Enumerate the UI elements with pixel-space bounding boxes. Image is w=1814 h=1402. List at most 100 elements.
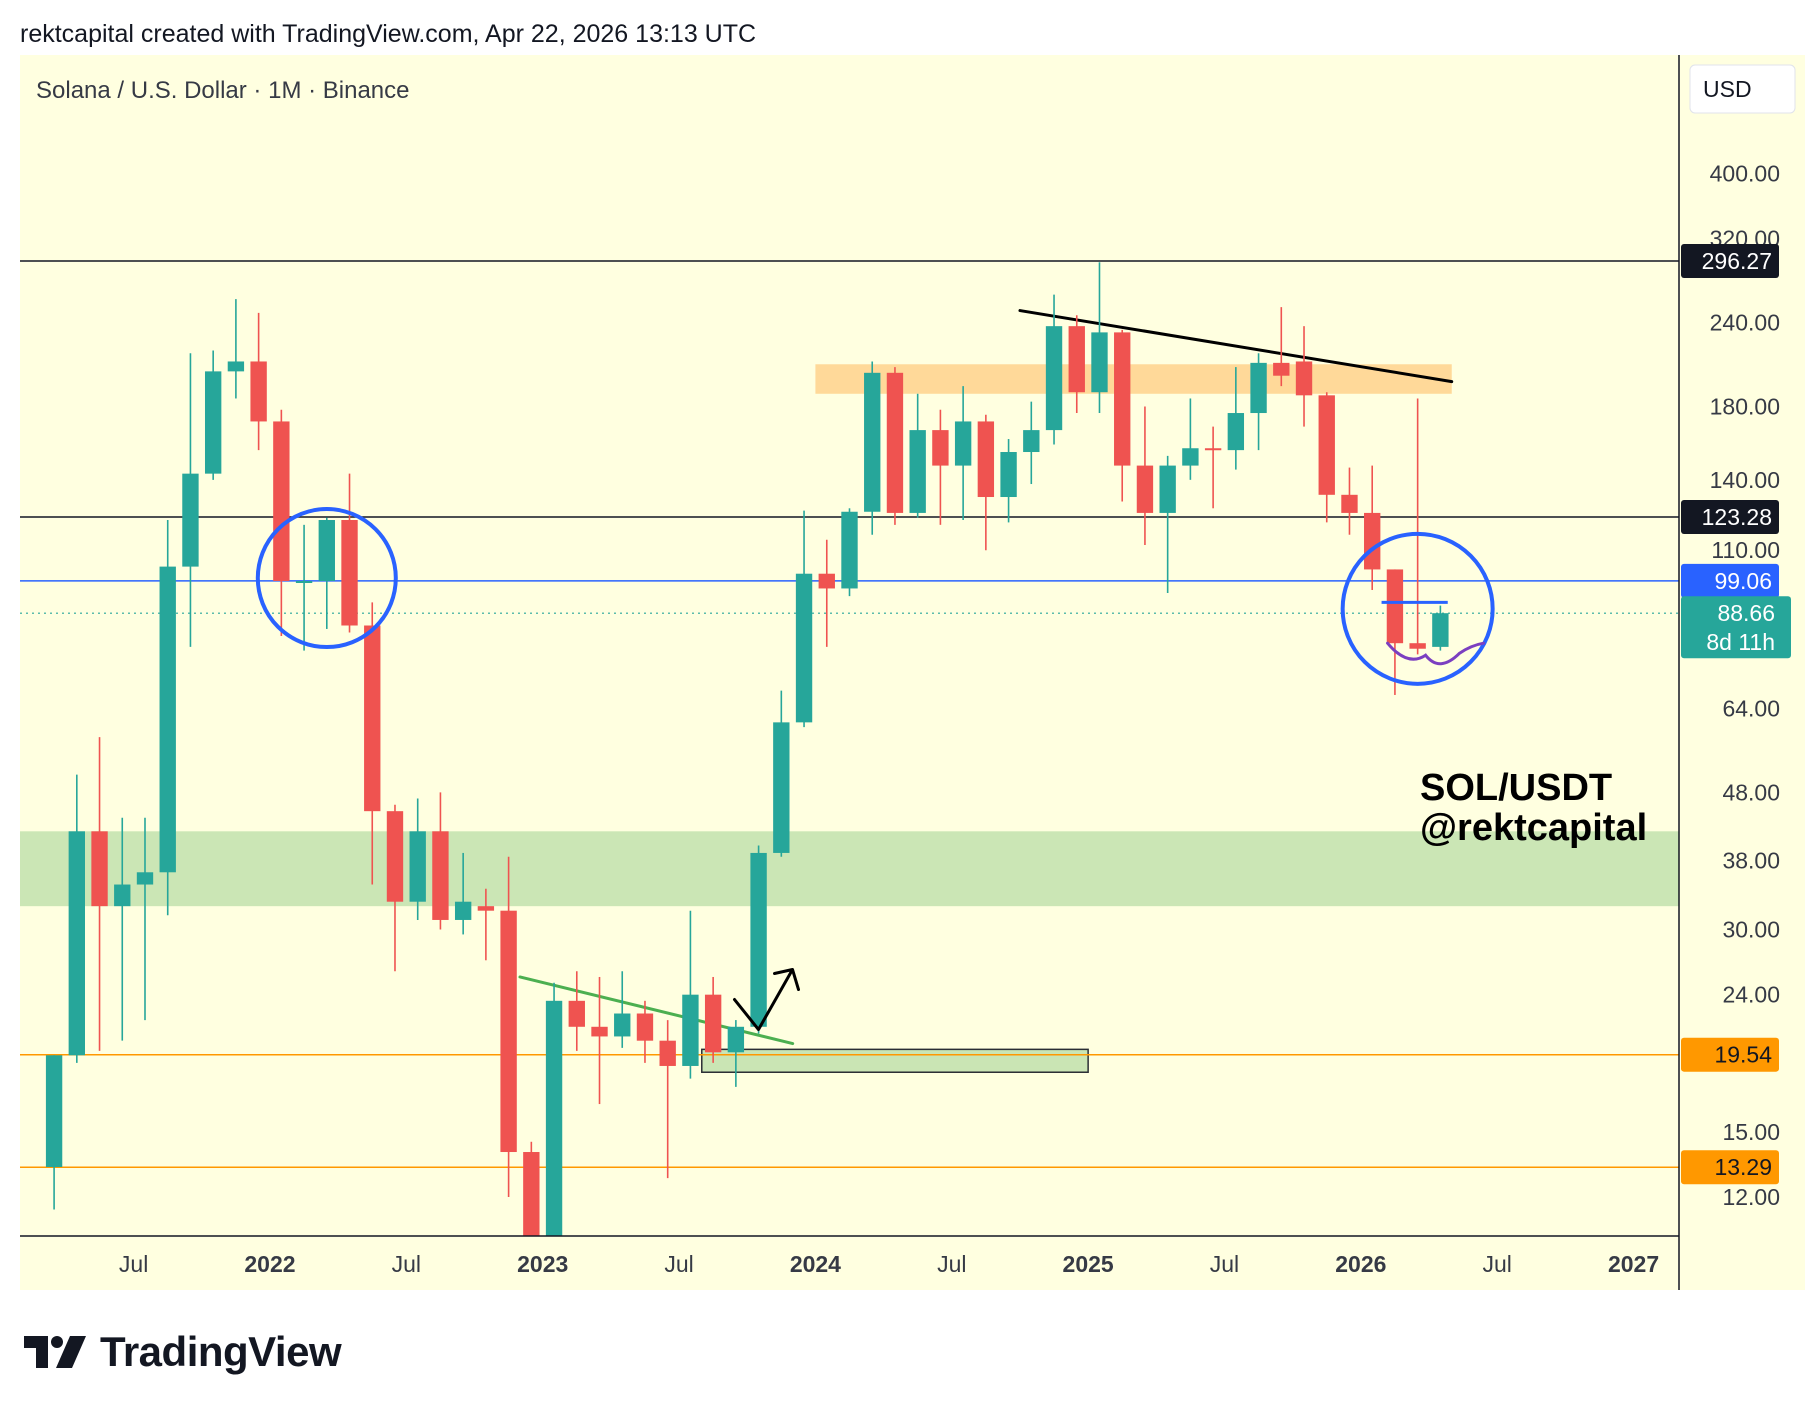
candle-2025-02: [1114, 329, 1131, 502]
candle-2025-03: [1136, 406, 1154, 545]
candle-body: [318, 520, 335, 581]
candle-body: [1023, 430, 1040, 453]
candle-2023-11: [773, 690, 790, 857]
candle-body: [659, 1040, 676, 1066]
candles-layer: [45, 262, 1449, 1236]
candle-2024-10: [1023, 401, 1040, 485]
candle-body: [614, 1013, 631, 1037]
candle-body: [523, 1152, 540, 1236]
candle-body: [773, 722, 790, 853]
candle-2021-10: [204, 350, 222, 480]
candle-2025-07: [1227, 367, 1245, 470]
candle-2023-12: [795, 510, 813, 728]
candle-body: [1000, 452, 1017, 498]
resistance-zone-orange: [815, 364, 1452, 394]
price-tick-label: 15.00: [1722, 1119, 1780, 1145]
trendlines-layer: [518, 309, 1454, 1046]
candle-2026-01: [1364, 465, 1381, 590]
candle-2021-09: [182, 353, 199, 647]
current-price-box: [1681, 596, 1791, 659]
candle-2024-08: [977, 414, 995, 551]
candle-body: [136, 872, 154, 885]
candle-body: [1409, 643, 1426, 649]
candle-2025-12: [1341, 467, 1358, 535]
candle-body: [1045, 326, 1063, 431]
price-tick-label: 240.00: [1710, 309, 1780, 335]
candle-body: [1227, 413, 1245, 451]
candle-body: [1204, 448, 1222, 451]
candle-body: [818, 573, 835, 589]
candle-2025-05: [1182, 398, 1199, 480]
price-label-99.06: 99.06: [1714, 568, 1772, 594]
circle-2026: [1340, 531, 1495, 686]
time-tick-label: Jul: [1210, 1251, 1239, 1277]
candle-body: [227, 361, 245, 372]
double-bottom-curve: [1386, 641, 1486, 666]
candle-body: [954, 421, 972, 466]
candle-body: [1250, 362, 1267, 414]
candle-2025-08: [1250, 353, 1267, 451]
candle-body: [1136, 465, 1154, 513]
price-label-box: [1681, 243, 1779, 278]
currency-label: USD: [1703, 76, 1752, 102]
candle-body: [159, 566, 176, 873]
candle-body: [386, 811, 404, 902]
price-tick-label: 24.00: [1722, 982, 1780, 1008]
candle-body: [636, 1013, 654, 1041]
candle-2022-06: [386, 804, 404, 972]
time-tick-label: 2025: [1063, 1251, 1114, 1277]
price-label-box: [1681, 563, 1779, 598]
candle-2022-03: [318, 517, 335, 629]
candle-2023-07: [682, 910, 699, 1079]
price-tick-label: 12.00: [1722, 1184, 1780, 1210]
candle-body: [545, 1000, 563, 1236]
time-tick-label: 2024: [790, 1251, 841, 1277]
candle-body: [1068, 326, 1085, 393]
candle-body: [932, 430, 949, 466]
candle-body: [204, 371, 222, 474]
price-tick-label: 30.00: [1722, 917, 1780, 943]
price-tick-label: 38.00: [1722, 848, 1780, 874]
price-label-box: [1681, 499, 1779, 534]
price-tick-label: 140.00: [1710, 467, 1780, 493]
candle-2025-09: [1273, 307, 1290, 387]
symbol-title: Solana / U.S. Dollar · 1M · Binance: [36, 77, 410, 104]
candle-body: [114, 884, 131, 907]
candle-2022-05: [364, 602, 381, 885]
candle-2024-02: [841, 508, 858, 597]
candle-body: [841, 511, 858, 589]
price-label-box: [1681, 1037, 1779, 1072]
candle-body: [864, 372, 881, 512]
candle-body: [454, 901, 472, 920]
candle-body: [1114, 332, 1131, 466]
candle-2024-11: [1045, 294, 1063, 445]
candle-body: [1432, 613, 1449, 647]
candle-2026-04: [1432, 605, 1449, 651]
time-tick-label: 2023: [517, 1251, 568, 1277]
candle-body: [91, 831, 108, 907]
candle-2023-06: [659, 1020, 676, 1179]
candle-2021-07: [136, 817, 154, 1021]
chart-attribution-header: rektcapital created with TradingView.com…: [20, 20, 757, 48]
candle-body: [727, 1026, 745, 1053]
candle-2023-01: [545, 982, 563, 1236]
tradingview-logo[interactable]: TradingView: [24, 1322, 342, 1382]
candle-2022-01: [273, 409, 290, 636]
candle-2024-03: [864, 361, 881, 535]
candle-body: [591, 1026, 608, 1037]
candle-2021-04: [68, 774, 85, 1063]
candle-body: [1159, 465, 1176, 513]
price-tick-label: 64.00: [1722, 695, 1780, 721]
candle-body: [750, 852, 767, 1027]
candle-2022-11: [500, 856, 517, 1198]
time-tick-label: Jul: [119, 1251, 148, 1277]
candle-body: [364, 625, 381, 812]
support-zone-green: [20, 831, 1679, 907]
tradingview-logo-text: TradingView: [100, 1328, 342, 1375]
time-tick-label: 2027: [1608, 1251, 1659, 1277]
currency-button[interactable]: [1689, 64, 1796, 114]
candle-2021-11: [227, 299, 245, 399]
candle-2022-08: [432, 792, 449, 930]
candle-body: [568, 1000, 585, 1027]
